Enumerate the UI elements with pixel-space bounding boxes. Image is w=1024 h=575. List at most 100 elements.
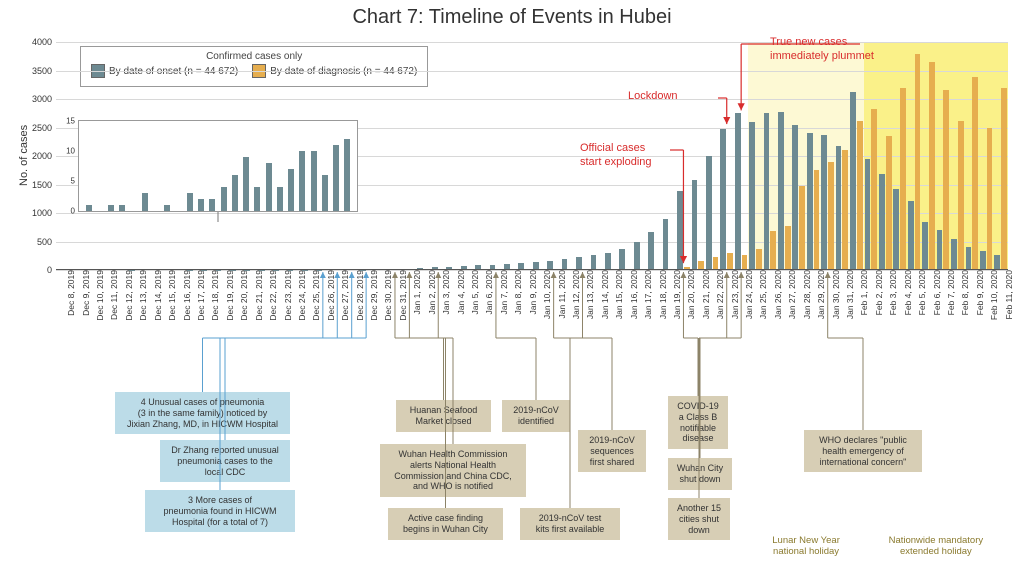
x-tick: Jan 17, 2020: [640, 270, 653, 319]
callout-box: 3 More cases of pneumonia found in HICWM…: [145, 490, 295, 532]
bar-onset: [648, 232, 654, 270]
bar-slot: Jan 6, 2020: [474, 42, 488, 270]
bar-onset: [764, 113, 770, 270]
region-label: Nationwide mandatory extended holiday: [864, 535, 1008, 557]
x-tick: Dec 17, 2019: [193, 270, 206, 321]
bar-diag: [727, 253, 733, 270]
x-tick: Jan 4, 2020: [453, 270, 466, 314]
bar-onset: [865, 159, 871, 270]
inset-bar: [119, 205, 125, 211]
bar-onset: [605, 253, 611, 270]
inset-bar-slot: [162, 121, 173, 211]
bar-onset: [966, 247, 972, 270]
bar-slot: Feb 7, 2020: [936, 42, 950, 270]
x-tick: Dec 8, 2019: [63, 270, 76, 316]
bar-slot: Feb 9, 2020: [965, 42, 979, 270]
bar-slot: Feb 4, 2020: [892, 42, 906, 270]
bar-slot: Jan 28, 2020: [792, 42, 806, 270]
inset-y-tick: 10: [66, 147, 79, 156]
x-tick: Jan 29, 2020: [813, 270, 826, 319]
x-tick: Feb 7, 2020: [943, 270, 956, 315]
bar-slot: Jan 26, 2020: [763, 42, 777, 270]
bar-slot: Feb 5, 2020: [907, 42, 921, 270]
annotation: Lockdown: [628, 90, 678, 104]
inset-bar-slot: [241, 121, 252, 211]
bar-slot: Feb 6, 2020: [921, 42, 935, 270]
bar-diag: [857, 121, 863, 270]
bar-diag: [943, 90, 949, 270]
inset-bar-slot: [218, 121, 229, 211]
bar-slot: Jan 5, 2020: [460, 42, 474, 270]
bar-onset: [821, 135, 827, 270]
inset-bar-slot: [207, 121, 218, 211]
x-tick: Feb 9, 2020: [972, 270, 985, 315]
x-tick: Feb 3, 2020: [885, 270, 898, 315]
x-tick: Jan 13, 2020: [582, 270, 595, 319]
x-tick: Feb 5, 2020: [914, 270, 927, 315]
inset-bar-slot: [308, 121, 319, 211]
inset-chart: 051015: [78, 120, 358, 212]
bar-slot: Jan 29, 2020: [806, 42, 820, 270]
callout-box: 2019-nCoV test kits first available: [520, 508, 620, 540]
callout-box: WHO declares "public health emergency of…: [804, 430, 922, 472]
bar-slot: Jan 2, 2020: [417, 42, 431, 270]
bar-slot: Jan 12, 2020: [561, 42, 575, 270]
bar-onset: [778, 112, 784, 270]
bar-diag: [958, 121, 964, 270]
inset-bar: [266, 163, 272, 211]
x-tick: Jan 16, 2020: [626, 270, 639, 319]
bar-slot: Jan 21, 2020: [691, 42, 705, 270]
x-tick: Jan 15, 2020: [611, 270, 624, 319]
chart-title: Chart 7: Timeline of Events in Hubei: [0, 6, 1024, 29]
x-tick: Jan 12, 2020: [568, 270, 581, 319]
callout-box: Another 15 cities shut down: [668, 498, 730, 540]
x-tick: Jan 27, 2020: [784, 270, 797, 319]
inset-bar: [232, 175, 238, 211]
bar-onset: [922, 222, 928, 270]
bar-onset: [792, 125, 798, 270]
bar-onset: [994, 255, 1000, 270]
inset-bar: [164, 205, 170, 211]
bar-slot: Feb 2, 2020: [864, 42, 878, 270]
x-tick: Dec 19, 2019: [222, 270, 235, 321]
x-tick: Feb 6, 2020: [929, 270, 942, 315]
bar-onset: [591, 255, 597, 270]
callout-box: Wuhan City shut down: [668, 458, 732, 490]
bar-diag: [987, 128, 993, 271]
x-tick: Dec 24, 2019: [294, 270, 307, 321]
x-tick: Dec 22, 2019: [265, 270, 278, 321]
bar-slot: Feb 8, 2020: [950, 42, 964, 270]
x-tick: Dec 10, 2019: [92, 270, 105, 321]
inset-bar-slot: [83, 121, 94, 211]
bar-onset: [735, 113, 741, 270]
x-tick: Dec 26, 2019: [323, 270, 336, 321]
bar-diag: [756, 249, 762, 270]
inset-bar-slot: [331, 121, 342, 211]
bar-onset: [663, 219, 669, 270]
bar-slot: Jan 11, 2020: [546, 42, 560, 270]
inset-bar: [86, 205, 92, 211]
inset-bar: [322, 175, 328, 211]
x-tick: Dec 14, 2019: [150, 270, 163, 321]
x-tick: Jan 23, 2020: [727, 270, 740, 319]
callout-box: Huanan Seafood Market closed: [396, 400, 491, 432]
x-tick: Jan 28, 2020: [799, 270, 812, 319]
x-tick: Dec 15, 2019: [164, 270, 177, 321]
y-tick: 500: [37, 237, 56, 247]
bar-onset: [807, 133, 813, 270]
inset-bar-slot: [94, 121, 105, 211]
inset-bar-slot: [139, 121, 150, 211]
bar-diag: [972, 77, 978, 270]
bar-slot: Jan 27, 2020: [777, 42, 791, 270]
bar-diag: [799, 186, 805, 270]
bar-onset: [677, 191, 683, 270]
x-tick: Jan 22, 2020: [712, 270, 725, 319]
x-tick: Feb 10, 2020: [986, 270, 999, 320]
x-tick: Jan 26, 2020: [770, 270, 783, 319]
inset-bar: [221, 187, 227, 211]
x-tick: Jan 20, 2020: [683, 270, 696, 319]
x-tick: Dec 20, 2019: [236, 270, 249, 321]
y-tick: 4000: [32, 37, 56, 47]
x-tick: Dec 16, 2019: [179, 270, 192, 321]
y-tick: 3500: [32, 66, 56, 76]
